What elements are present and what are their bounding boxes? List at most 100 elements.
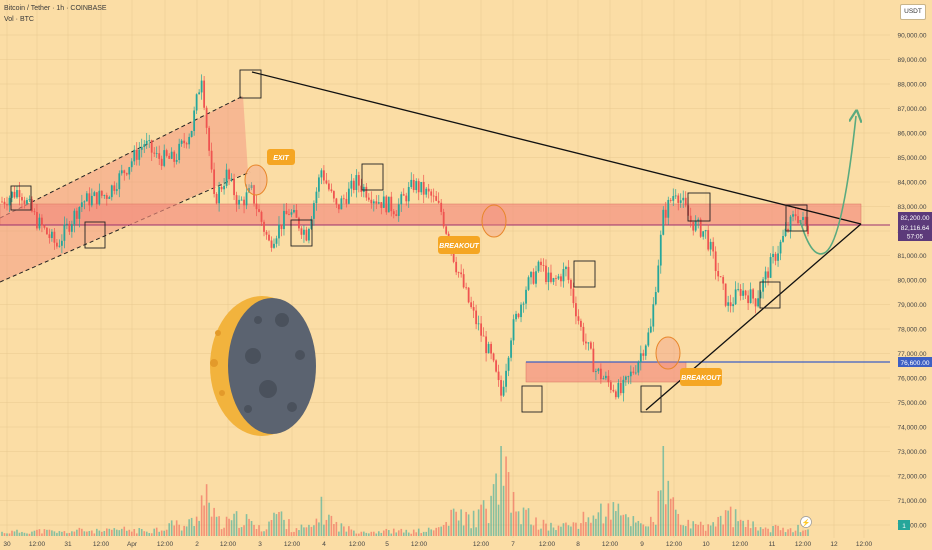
candle-body — [318, 177, 320, 192]
candle-body — [567, 266, 570, 280]
countdown-text: 57:05 — [907, 234, 924, 241]
candle-body — [283, 210, 285, 230]
candle-body — [288, 214, 290, 215]
currency-button[interactable]: USDT — [900, 4, 926, 20]
time-tick-label: 5 — [385, 541, 389, 548]
candle-body — [75, 210, 78, 219]
candle-body — [692, 221, 695, 231]
candle-body — [360, 185, 363, 192]
time-tick-label: 12:00 — [29, 541, 46, 548]
volume-bar — [325, 519, 328, 536]
candle-body — [220, 186, 223, 190]
lightning-icon[interactable]: ⚡ — [800, 516, 812, 528]
overlay-layer: EXIT BREAKOUT BREAKOUT — [10, 69, 861, 413]
candle-body — [125, 173, 128, 175]
candle-body — [243, 199, 245, 206]
candle-body — [113, 185, 116, 191]
candle-body — [619, 382, 622, 394]
candle-body — [694, 220, 697, 231]
volume-bar — [654, 524, 657, 536]
volume-bar — [667, 480, 670, 536]
candle-body — [599, 368, 602, 380]
volume-bar — [622, 514, 625, 536]
volume-bar — [168, 523, 170, 536]
volume-bar — [260, 531, 263, 536]
volume-bar — [582, 511, 585, 536]
candle-body — [532, 271, 535, 284]
candle-body — [580, 320, 582, 327]
candle-body — [195, 94, 198, 111]
candle-body — [260, 211, 263, 222]
volume-bar — [772, 526, 774, 536]
volume-bar — [273, 512, 275, 536]
time-axis[interactable]: 30 12:00 31 12:00 Apr 12:00 2 12:00 3 12:00 4 12:00… — [3, 541, 872, 548]
volume-bar — [73, 531, 76, 536]
volume-bar — [265, 529, 268, 536]
volume-bar — [420, 533, 423, 536]
volume-bar — [545, 523, 547, 536]
volume-bar — [762, 528, 764, 536]
volume-bar — [407, 532, 410, 536]
volume-bar — [258, 525, 260, 536]
candle-body — [565, 266, 567, 270]
candle-body — [717, 271, 720, 277]
candle-body — [110, 185, 113, 198]
candle-body — [510, 340, 512, 358]
volume-bar — [160, 530, 163, 536]
time-tick-label: 30 — [3, 541, 11, 548]
projection-arrow — [799, 116, 856, 255]
candle-body — [682, 197, 685, 201]
volume-bar — [118, 530, 121, 536]
volume-bar — [13, 531, 16, 536]
volume-bar — [113, 528, 116, 536]
price-tick-label: 73,000.00 — [898, 449, 927, 456]
volume-bar — [78, 527, 81, 536]
candle-body — [392, 211, 395, 215]
volume-bar — [375, 533, 378, 536]
highlight-box — [785, 204, 808, 232]
volume-bar — [787, 529, 789, 536]
candle-body — [203, 80, 206, 108]
candle-body — [552, 278, 555, 282]
price-tick-label: 85,000.00 — [898, 155, 927, 162]
volume-bar — [412, 529, 415, 536]
candle-body — [560, 276, 562, 282]
candle-body — [18, 190, 21, 198]
volume-bar — [333, 524, 335, 536]
candle-body — [719, 276, 722, 278]
candle-body — [457, 272, 460, 274]
volume-bar — [520, 524, 522, 536]
candle-body — [36, 211, 38, 229]
volume-bar — [363, 531, 365, 536]
price-axis[interactable]: 90,000.00 89,000.00 88,000.00 87,000.00 86,0… — [898, 33, 927, 530]
volume-bar — [659, 490, 662, 536]
breakout-label-1: BREAKOUT — [439, 243, 479, 250]
candle-body — [697, 219, 700, 221]
volume-bar — [120, 528, 123, 536]
volume-bar — [41, 533, 43, 536]
price-tag-support-text: 76,600.00 — [901, 360, 930, 367]
candle-body — [724, 283, 727, 306]
volume-bar — [490, 495, 492, 536]
candle-body — [402, 194, 405, 196]
candle-body — [310, 218, 313, 229]
volume-bar — [88, 531, 91, 536]
volume-bar — [308, 524, 310, 536]
candle-body — [709, 241, 712, 250]
candle-body — [502, 386, 505, 396]
price-tick-label: 70,000.00 — [898, 523, 927, 530]
volume-badge-text: 1 — [902, 523, 906, 530]
volume-bar — [512, 491, 515, 536]
candle-body — [422, 181, 425, 195]
volume-bar — [205, 484, 208, 536]
candle-body — [320, 170, 323, 178]
volume-bar — [782, 527, 784, 536]
candle-body — [782, 235, 784, 242]
volume-bar — [243, 525, 245, 536]
candle-body — [472, 307, 475, 311]
candle-body — [507, 357, 510, 371]
volume-bar — [595, 518, 597, 536]
price-tick-label: 83,000.00 — [898, 204, 927, 211]
volume-bar — [6, 533, 8, 536]
